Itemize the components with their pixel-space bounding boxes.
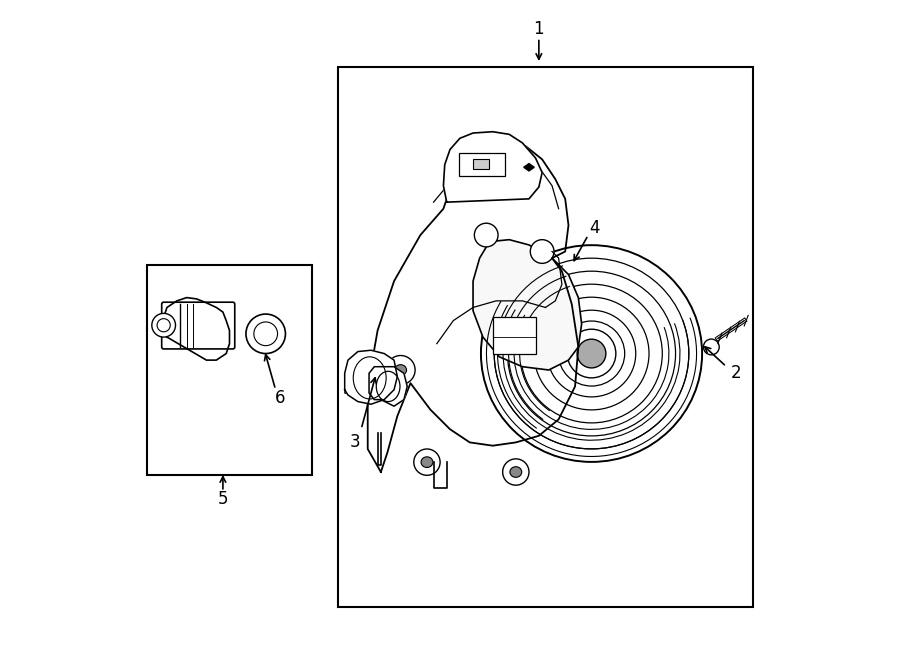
Polygon shape bbox=[444, 132, 542, 202]
Bar bbox=[459, 153, 505, 176]
Text: 4: 4 bbox=[590, 219, 600, 237]
Polygon shape bbox=[164, 297, 230, 360]
Polygon shape bbox=[345, 350, 397, 405]
Text: 6: 6 bbox=[274, 389, 285, 407]
FancyBboxPatch shape bbox=[162, 302, 235, 349]
Bar bbox=[493, 317, 536, 354]
Circle shape bbox=[158, 319, 170, 332]
Ellipse shape bbox=[386, 356, 415, 385]
Ellipse shape bbox=[395, 365, 407, 375]
Polygon shape bbox=[473, 240, 581, 370]
Ellipse shape bbox=[421, 457, 433, 467]
Text: 1: 1 bbox=[534, 20, 544, 38]
Circle shape bbox=[704, 339, 719, 355]
Ellipse shape bbox=[474, 223, 498, 247]
Ellipse shape bbox=[510, 467, 522, 477]
Polygon shape bbox=[368, 139, 579, 472]
Polygon shape bbox=[524, 163, 535, 171]
Ellipse shape bbox=[414, 449, 440, 475]
Text: 2: 2 bbox=[731, 364, 742, 382]
Circle shape bbox=[152, 313, 176, 337]
Bar bbox=[338, 67, 752, 607]
Ellipse shape bbox=[577, 339, 606, 368]
Ellipse shape bbox=[503, 459, 529, 485]
Bar bbox=[148, 264, 311, 475]
Text: 5: 5 bbox=[218, 490, 229, 508]
Text: 3: 3 bbox=[349, 434, 360, 451]
Bar bbox=[473, 159, 490, 169]
Ellipse shape bbox=[567, 329, 616, 378]
Polygon shape bbox=[369, 367, 407, 407]
Ellipse shape bbox=[530, 240, 554, 263]
